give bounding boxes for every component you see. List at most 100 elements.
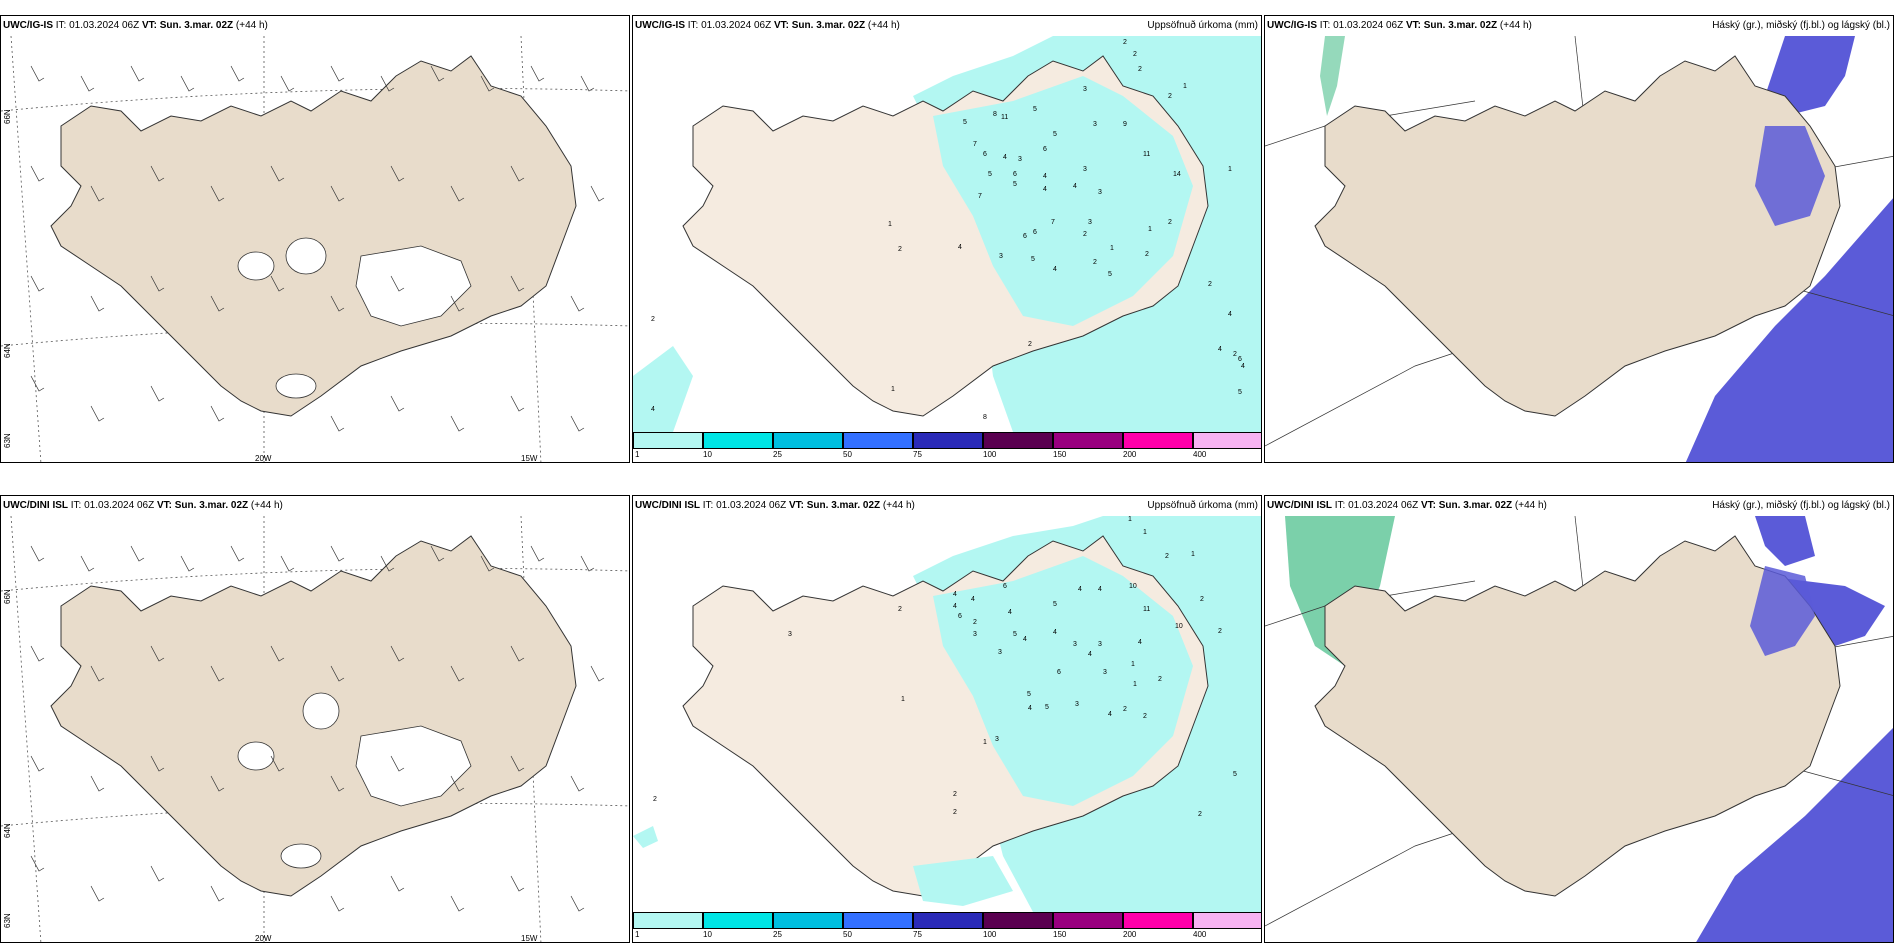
lead-time: (+44 h)	[250, 500, 283, 511]
vt-value: Sun. 3.mar. 02Z	[159, 20, 234, 31]
precip-value: 5	[1013, 631, 1017, 638]
vt-value: Sun. 3.mar. 02Z	[1438, 500, 1513, 511]
legend-swatch	[843, 432, 913, 449]
lon-label: 20W	[255, 934, 272, 943]
precip-value: 5	[1108, 271, 1112, 278]
legend-swatch	[913, 912, 983, 929]
precip-value: 3	[999, 253, 1003, 260]
precip-legend: 1 10 25 50 75 100 150 200 400	[633, 912, 1261, 942]
it-value: 01.03.2024 06Z	[84, 500, 155, 511]
precip-value: 4	[1098, 586, 1102, 593]
precip-value: 7	[978, 193, 982, 200]
legend-tick: 400	[1193, 930, 1207, 939]
precip-value: 2	[1165, 553, 1169, 560]
lead-time: (+44 h)	[1499, 20, 1532, 31]
precip-value: 6	[1057, 669, 1061, 676]
precip-value: 6	[1023, 233, 1027, 240]
precip-value: 3	[973, 631, 977, 638]
panel-wind-top: UWC/IG-IS IT: 01.03.2024 06Z VT: Sun. 3.…	[0, 15, 630, 463]
precip-value: 5	[963, 119, 967, 126]
precip-value: 4	[1241, 363, 1245, 370]
lat-label: 66N	[3, 109, 12, 124]
precip-value: 5	[1031, 256, 1035, 263]
precip-value: 2	[1123, 39, 1127, 46]
it-prefix: IT:	[1334, 500, 1346, 511]
precip-value: 8	[993, 111, 997, 118]
precip-value: 3	[1073, 641, 1077, 648]
legend-tick: 75	[913, 930, 922, 939]
precip-value: 5	[1013, 181, 1017, 188]
precip-value: 2	[1168, 93, 1172, 100]
panel-clouds-top: UWC/IG-IS IT: 01.03.2024 06Z VT: Sun. 3.…	[1264, 15, 1894, 463]
lat-label: 63N	[3, 433, 12, 448]
legend-tick: 1	[635, 450, 640, 459]
precip-value: 4	[971, 596, 975, 603]
precip-value: 3	[1075, 701, 1079, 708]
precip-value: 4	[953, 591, 957, 598]
precip-value: 2	[653, 796, 657, 803]
precip-value: 4	[1078, 586, 1082, 593]
precip-value: 4	[1088, 651, 1092, 658]
vt-value: Sun. 3.mar. 02Z	[806, 500, 881, 511]
legend-swatch	[773, 912, 843, 929]
precip-value: 1	[1143, 529, 1147, 536]
vt-prefix: VT:	[773, 20, 789, 31]
legend-tick: 10	[703, 450, 712, 459]
precip-value: 2	[1123, 706, 1127, 713]
panel-header: UWC/IG-IS IT: 01.03.2024 06Z VT: Sun. 3.…	[635, 20, 900, 31]
precip-value: 3	[995, 736, 999, 743]
legend-tick: 200	[1123, 450, 1137, 459]
map-title: Háský (gr.), miðský (fj.bl.) og lágský (…	[1712, 20, 1890, 31]
precip-value: 3	[1083, 86, 1087, 93]
precip-value: 11	[1143, 151, 1150, 158]
precip-value: 5	[1027, 691, 1031, 698]
it-prefix: IT:	[70, 500, 82, 511]
cloud-map	[1265, 16, 1893, 462]
panel-precip-bottom: 1 1 2 1 10 2 6 4 4 2 4 6 5 4 4 11 4 2 10…	[632, 495, 1262, 943]
it-prefix: IT:	[702, 500, 714, 511]
legend-tick: 100	[983, 930, 997, 939]
precip-value: 6	[958, 613, 962, 620]
legend-tick: 200	[1123, 930, 1137, 939]
it-value: 01.03.2024 06Z	[716, 500, 787, 511]
legend-swatch	[633, 432, 703, 449]
lat-label: 64N	[3, 823, 12, 838]
precip-value: 1	[1148, 226, 1152, 233]
panel-header: UWC/DINI ISL IT: 01.03.2024 06Z VT: Sun.…	[635, 500, 915, 511]
legend-swatch	[1193, 432, 1261, 449]
precip-value: 2	[1083, 231, 1087, 238]
legend-swatch	[703, 912, 773, 929]
precip-value: 4	[1228, 311, 1232, 318]
legend-swatch	[703, 432, 773, 449]
legend-swatch	[1053, 912, 1123, 929]
legend-swatch	[633, 912, 703, 929]
precip-value: 2	[973, 619, 977, 626]
precip-value: 1	[1228, 166, 1232, 173]
panel-wind-bottom: UWC/DINI ISL IT: 01.03.2024 06Z VT: Sun.…	[0, 495, 630, 943]
precip-value: 2	[1143, 713, 1147, 720]
precip-value: 4	[1043, 173, 1047, 180]
panel-header: UWC/DINI ISL IT: 01.03.2024 06Z VT: Sun.…	[1267, 500, 1547, 511]
precip-value: 3	[1018, 156, 1022, 163]
precip-value: 6	[1033, 229, 1037, 236]
precip-value: 4	[1073, 183, 1077, 190]
legend-tick: 100	[983, 450, 997, 459]
panel-clouds-bottom: UWC/DINI ISL IT: 01.03.2024 06Z VT: Sun.…	[1264, 495, 1894, 943]
precip-value: 4	[1008, 609, 1012, 616]
model-name: UWC/DINI ISL	[3, 500, 68, 511]
precip-value: 8	[983, 414, 987, 421]
precip-value: 2	[953, 791, 957, 798]
model-name: UWC/IG-IS	[1267, 20, 1317, 31]
lead-time: (+44 h)	[867, 20, 900, 31]
precip-value: 4	[958, 244, 962, 251]
panel-header: UWC/DINI ISL IT: 01.03.2024 06Z VT: Sun.…	[3, 500, 283, 511]
precip-value: 11	[1143, 606, 1150, 613]
it-value: 01.03.2024 06Z	[701, 20, 772, 31]
wind-map	[1, 496, 629, 942]
lon-label: 15W	[521, 934, 538, 943]
precip-value: 3	[998, 649, 1002, 656]
vt-value: Sun. 3.mar. 02Z	[174, 500, 249, 511]
precip-value: 5	[988, 171, 992, 178]
it-prefix: IT:	[687, 20, 699, 31]
vt-value: Sun. 3.mar. 02Z	[1423, 20, 1498, 31]
